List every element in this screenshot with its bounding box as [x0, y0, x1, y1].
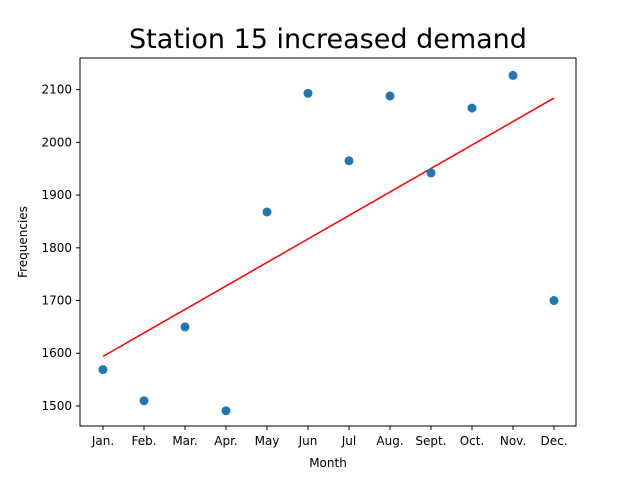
x-tick-label: Jul [341, 434, 356, 448]
y-tick-label: 2100 [41, 83, 72, 97]
data-point-jun [303, 88, 313, 98]
x-tick-label: Oct. [460, 434, 485, 448]
data-point-mar [180, 322, 190, 332]
data-point-apr [221, 406, 231, 416]
y-tick-label: 1900 [41, 188, 72, 202]
data-point-nov [508, 70, 518, 80]
data-point-may [262, 207, 272, 217]
x-tick-label: Dec. [540, 434, 567, 448]
x-axis: Jan. Feb. Mar. Apr. May Jun Jul Aug. Sept. Oct. No… [91, 426, 568, 448]
trend-layer [102, 97, 555, 358]
x-tick-label: Sept. [415, 434, 446, 448]
data-point-feb [139, 396, 149, 406]
y-axis-label: Frequencies [16, 206, 30, 278]
y-tick-label: 1700 [41, 294, 72, 308]
y-tick-label: 2000 [41, 135, 72, 149]
data-point-sept [426, 168, 436, 178]
y-tick-label: 1800 [41, 241, 72, 255]
x-tick-label: Feb. [131, 434, 156, 448]
data-point-jul [344, 156, 354, 166]
data-point-jan [98, 365, 108, 375]
x-tick-label: May [255, 434, 280, 448]
plot-background [80, 58, 576, 426]
trend-line [102, 97, 555, 358]
x-tick-label: Mar. [172, 434, 197, 448]
data-point-aug [385, 91, 395, 101]
y-tick-label: 1600 [41, 346, 72, 360]
x-tick-label: Apr. [214, 434, 237, 448]
points-layer [98, 70, 559, 416]
x-tick-label: Jan. [91, 434, 114, 448]
plot-frame [79, 57, 577, 427]
x-axis-label: Month [309, 456, 347, 470]
data-point-dec [549, 296, 559, 306]
y-axis: 1500 1600 1700 1800 1900 2000 2100 [41, 83, 80, 413]
data-point-oct [467, 103, 477, 113]
x-tick-label: Nov. [500, 434, 526, 448]
x-tick-label: Jun [298, 434, 318, 448]
chart-title: Station 15 increased demand [129, 24, 527, 55]
plot-area [80, 58, 576, 426]
y-tick-label: 1500 [41, 399, 72, 413]
x-tick-label: Aug. [376, 434, 403, 448]
